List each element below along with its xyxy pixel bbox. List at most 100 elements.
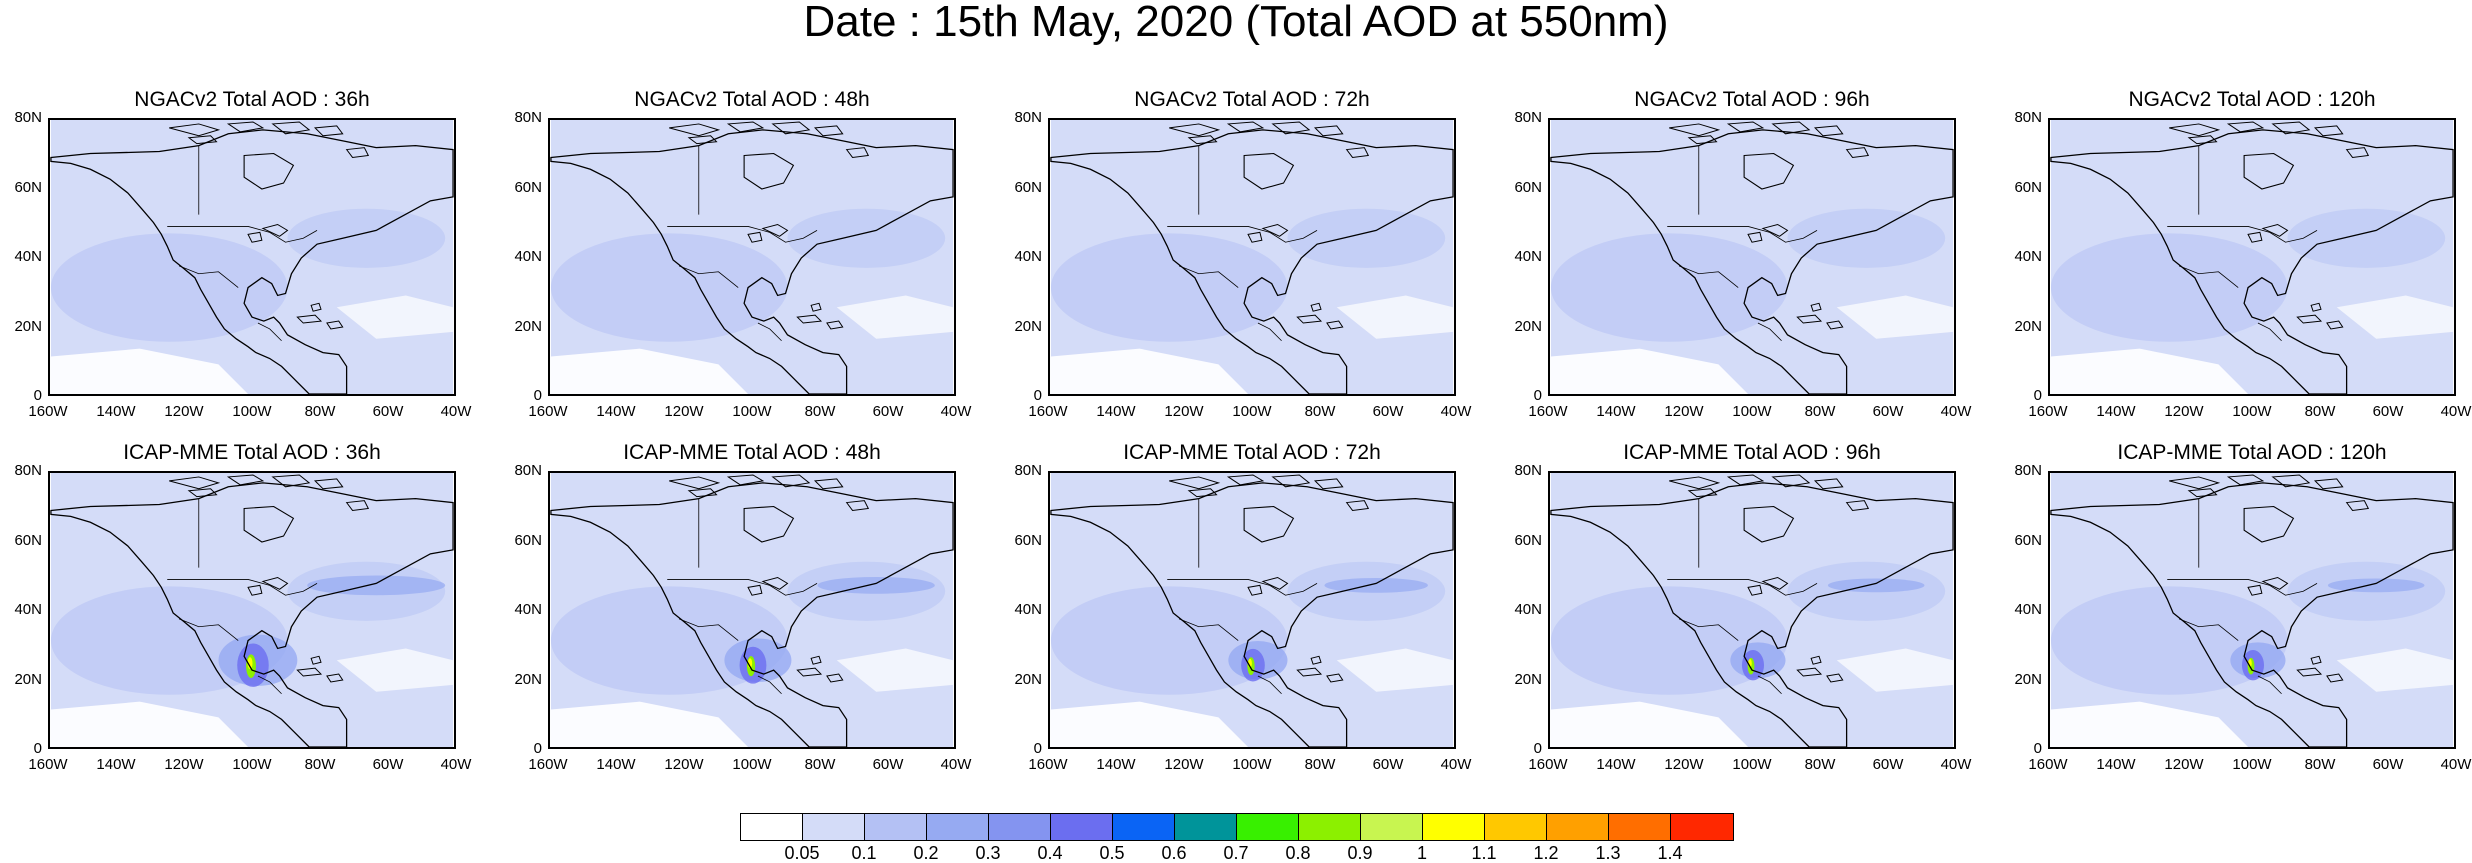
- lon-tick-label: 80W: [304, 756, 336, 773]
- lon-tick-label: 140W: [596, 403, 636, 420]
- lat-tick-label: 0: [2033, 740, 2042, 757]
- lon-tick-label: 140W: [2096, 756, 2136, 773]
- lon-tick-label: 160W: [2028, 403, 2068, 420]
- lon-tick-label: 60W: [872, 403, 904, 420]
- colorbar-swatch: [865, 814, 927, 840]
- lon-tick-label: 60W: [1872, 403, 1904, 420]
- colorbar-label: 1.2: [1533, 843, 1559, 863]
- lat-tick-label: 40N: [2014, 601, 2042, 618]
- lon-tick-label: 80W: [1304, 403, 1336, 420]
- panel-icap-mme-1: [48, 471, 456, 749]
- lat-tick-label: 80N: [14, 109, 42, 126]
- lat-tick-label: 60N: [14, 531, 42, 549]
- lon-tick-label: 60W: [2372, 756, 2404, 773]
- lon-tick-label: 160W: [528, 403, 568, 420]
- lat-tick-label: 60N: [1014, 178, 1042, 196]
- colorbar-swatch: [1671, 814, 1733, 840]
- panel-title: NGACv2 Total AOD : 36h: [134, 88, 370, 111]
- lat-tick-label: 20N: [514, 317, 542, 335]
- panel-icap-mme-2-map: [550, 473, 954, 747]
- lat-tick-label: 60N: [1514, 531, 1542, 549]
- panel-ngacv2-4: [1548, 118, 1956, 396]
- lon-tick-label: 100W: [1232, 756, 1272, 773]
- lat-tick-label: 80N: [514, 109, 542, 126]
- lon-tick-label: 140W: [96, 756, 136, 773]
- lon-tick-label: 120W: [664, 403, 704, 420]
- lat-tick-label: 40N: [2014, 248, 2042, 265]
- lon-tick-label: 160W: [1528, 756, 1568, 773]
- lon-tick-label: 80W: [1304, 756, 1336, 773]
- lat-tick-label: 80N: [14, 462, 42, 479]
- panel-icap-mme-4: [1548, 471, 1956, 749]
- panel-title: NGACv2 Total AOD : 72h: [1134, 88, 1370, 111]
- lon-tick-label: 160W: [528, 756, 568, 773]
- panel-title: ICAP-MME Total AOD : 120h: [2117, 441, 2387, 464]
- lon-tick-label: 120W: [164, 756, 204, 773]
- colorbar-label: 0.4: [1037, 843, 1063, 863]
- lat-tick-label: 80N: [2014, 109, 2042, 126]
- panel-icap-mme-5-map: [2050, 473, 2454, 747]
- lon-tick-label: 60W: [372, 756, 404, 773]
- panel-title: ICAP-MME Total AOD : 36h: [123, 441, 381, 464]
- colorbar-swatch: [1299, 814, 1361, 840]
- lon-tick-label: 160W: [1528, 403, 1568, 420]
- lat-tick-label: 60N: [514, 531, 542, 549]
- lat-tick-label: 0: [2033, 387, 2042, 404]
- panel-icap-mme-2: [548, 471, 956, 749]
- lat-tick-label: 60N: [1014, 531, 1042, 549]
- lon-tick-label: 60W: [872, 756, 904, 773]
- lon-tick-label: 140W: [1596, 403, 1636, 420]
- panel-ngacv2-2: [548, 118, 956, 396]
- colorbar-swatch: [1361, 814, 1423, 840]
- lat-tick-label: 0: [1033, 387, 1042, 404]
- colorbar-label: 0.05: [784, 843, 820, 863]
- lat-tick-label: 40N: [514, 601, 542, 618]
- lon-tick-label: 40W: [940, 756, 972, 773]
- lon-tick-label: 140W: [1596, 756, 1636, 773]
- lat-tick-label: 20N: [14, 670, 42, 688]
- lat-tick-label: 40N: [514, 248, 542, 265]
- colorbar-swatch: [1175, 814, 1237, 840]
- lon-tick-label: 100W: [1232, 403, 1272, 420]
- lon-tick-label: 60W: [1372, 756, 1404, 773]
- lon-tick-label: 140W: [2096, 403, 2136, 420]
- lat-tick-label: 60N: [14, 178, 42, 196]
- panel-ngacv2-5-map: [2050, 120, 2454, 394]
- lon-tick-label: 60W: [372, 403, 404, 420]
- lat-tick-label: 80N: [2014, 462, 2042, 479]
- lat-tick-label: 0: [1033, 740, 1042, 757]
- lat-tick-label: 40N: [1514, 248, 1542, 265]
- colorbar-label: 0.8: [1285, 843, 1311, 863]
- lon-tick-label: 40W: [440, 756, 472, 773]
- panel-ngacv2-4-map: [1550, 120, 1954, 394]
- lon-tick-label: 140W: [596, 756, 636, 773]
- colorbar-label: 1.3: [1595, 843, 1621, 863]
- lon-tick-label: 160W: [1028, 756, 1068, 773]
- panel-ngacv2-3-map: [1050, 120, 1454, 394]
- colorbar-swatch: [1485, 814, 1547, 840]
- lon-tick-label: 40W: [440, 403, 472, 420]
- colorbar-swatch: [741, 814, 803, 840]
- lat-tick-label: 20N: [1014, 317, 1042, 335]
- lat-tick-label: 80N: [514, 462, 542, 479]
- panel-icap-mme-5: [2048, 471, 2456, 749]
- lat-tick-label: 20N: [14, 317, 42, 335]
- colorbar-label: 0.6: [1161, 843, 1187, 863]
- lon-tick-label: 80W: [2304, 756, 2336, 773]
- panel-ngacv2-1: [48, 118, 456, 396]
- figure-title: Date : 15th May, 2020 (Total AOD at 550n…: [803, 0, 1669, 46]
- lon-tick-label: 100W: [1732, 403, 1772, 420]
- lon-tick-label: 100W: [1732, 756, 1772, 773]
- lon-tick-label: 140W: [1096, 756, 1136, 773]
- colorbar-label: 0.5: [1099, 843, 1125, 863]
- colorbar-swatch: [1609, 814, 1671, 840]
- colorbar-label: 1.4: [1657, 843, 1683, 863]
- lon-tick-label: 120W: [1164, 403, 1204, 420]
- colorbar-label: 0.1: [851, 843, 877, 863]
- colorbar-swatch: [989, 814, 1051, 840]
- lat-tick-label: 60N: [2014, 178, 2042, 196]
- lat-tick-label: 80N: [1014, 109, 1042, 126]
- colorbar-label: 0.7: [1223, 843, 1249, 863]
- panel-title: ICAP-MME Total AOD : 48h: [623, 441, 881, 464]
- lon-tick-label: 80W: [1804, 756, 1836, 773]
